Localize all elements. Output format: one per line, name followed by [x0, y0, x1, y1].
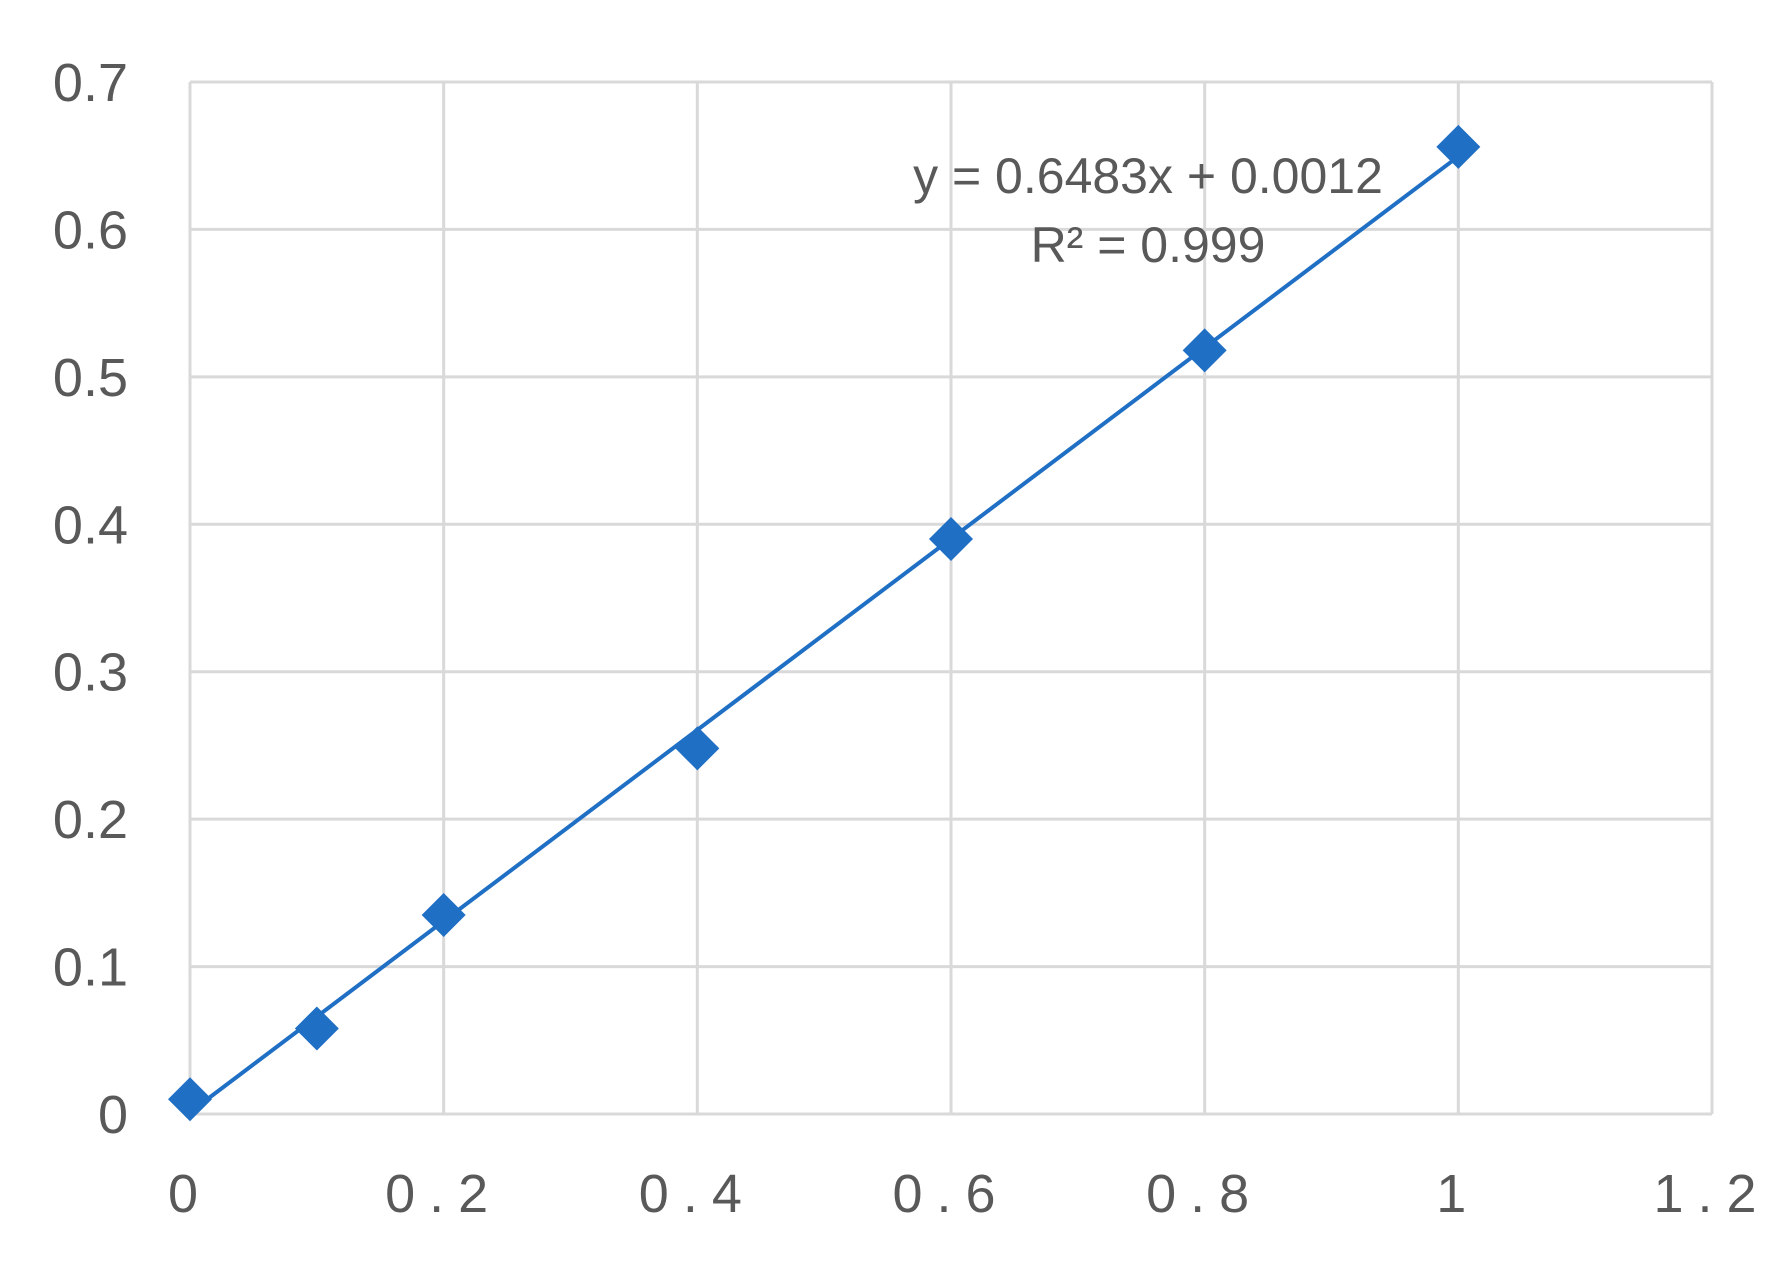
grid: [188, 80, 1714, 1116]
y-axis-tick-labels: 0 0.1 0.2 0.3 0.4 0.5 0.6 0.7: [53, 53, 128, 1145]
x-tick-label: 0.4: [639, 1164, 756, 1224]
y-tick-label: 0.2: [53, 790, 128, 850]
data-points: [168, 124, 1481, 1122]
data-point-diamond: [294, 1006, 339, 1051]
y-tick-label: 0.6: [53, 200, 128, 260]
x-tick-label: 1.2: [1653, 1164, 1770, 1224]
trendline-group: [188, 154, 1460, 1114]
y-tick-label: 0.3: [53, 643, 128, 703]
y-tick-label: 0.7: [53, 53, 128, 113]
data-point-diamond: [675, 726, 720, 771]
y-tick-label: 0.1: [53, 938, 128, 998]
trendline-equation-label: y = 0.6483x + 0.0012: [913, 148, 1383, 204]
data-point-diamond: [1436, 124, 1481, 169]
trendline-r2-label: R² = 0.999: [1031, 217, 1266, 273]
x-tick-label: 1: [1436, 1164, 1480, 1224]
data-point-diamond: [168, 1077, 212, 1122]
x-tick-label: 0.2: [385, 1164, 502, 1224]
data-point-diamond: [421, 892, 466, 937]
y-tick-label: 0.4: [53, 495, 128, 555]
data-point-diamond: [929, 517, 973, 562]
x-tick-label: 0: [168, 1164, 212, 1224]
y-tick-label: 0: [98, 1085, 128, 1145]
data-point-diamond: [1182, 328, 1227, 373]
x-tick-label: 0.6: [892, 1164, 1009, 1224]
trendline: [188, 154, 1460, 1114]
y-tick-label: 0.5: [53, 348, 128, 408]
x-tick-label: 0.8: [1146, 1164, 1263, 1224]
x-axis-tick-labels: 0 0.2 0.4 0.6 0.8 1 1.2: [168, 1164, 1770, 1224]
